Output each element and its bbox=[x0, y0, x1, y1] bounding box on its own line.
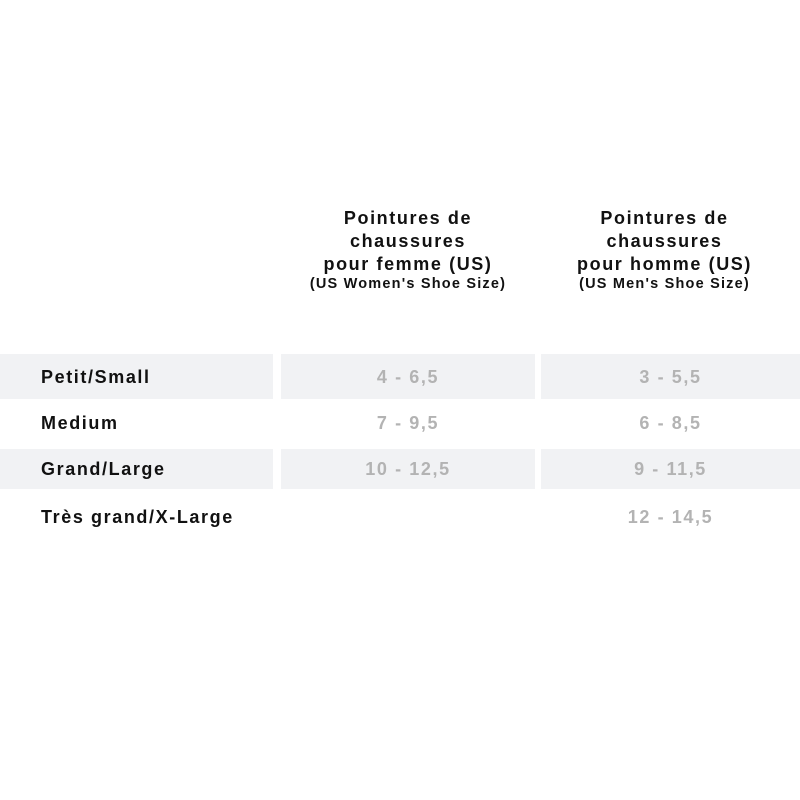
header-line: chaussures bbox=[606, 231, 723, 251]
header-subtitle: (US Women's Shoe Size) bbox=[309, 276, 507, 292]
row-band bbox=[0, 449, 273, 489]
row-label: Petit/Small bbox=[41, 367, 151, 387]
row-band bbox=[281, 449, 535, 489]
header-line: pour femme (US) bbox=[323, 254, 493, 274]
header-line: chaussures bbox=[349, 231, 467, 251]
men-size-value: 9 - 11,5 bbox=[634, 459, 707, 479]
row-label: Très grand/X-Large bbox=[41, 507, 234, 527]
row-band bbox=[281, 354, 535, 399]
row-label: Grand/Large bbox=[41, 459, 166, 479]
header-men-size: Pointures de chaussures pour homme (US) … bbox=[535, 207, 794, 292]
women-size-value: 10 - 12,5 bbox=[365, 459, 451, 479]
header-subtitle: (US Men's Shoe Size) bbox=[579, 276, 750, 292]
header-line: pour homme (US) bbox=[577, 254, 752, 274]
men-size-value: 12 - 14,5 bbox=[627, 507, 714, 527]
men-size-value: 6 - 8,5 bbox=[639, 413, 702, 433]
row-label: Medium bbox=[41, 413, 119, 433]
women-size-value: 4 - 6,5 bbox=[376, 367, 440, 387]
header-line: Pointures de bbox=[600, 208, 729, 228]
row-band bbox=[0, 354, 273, 399]
header-line: Pointures de bbox=[343, 208, 473, 228]
women-size-value: 7 - 9,5 bbox=[376, 413, 440, 433]
row-band bbox=[541, 354, 800, 399]
row-band bbox=[541, 449, 800, 489]
men-size-value: 3 - 5,5 bbox=[639, 367, 702, 387]
header-women-size: Pointures de chaussures pour femme (US) … bbox=[281, 207, 535, 292]
